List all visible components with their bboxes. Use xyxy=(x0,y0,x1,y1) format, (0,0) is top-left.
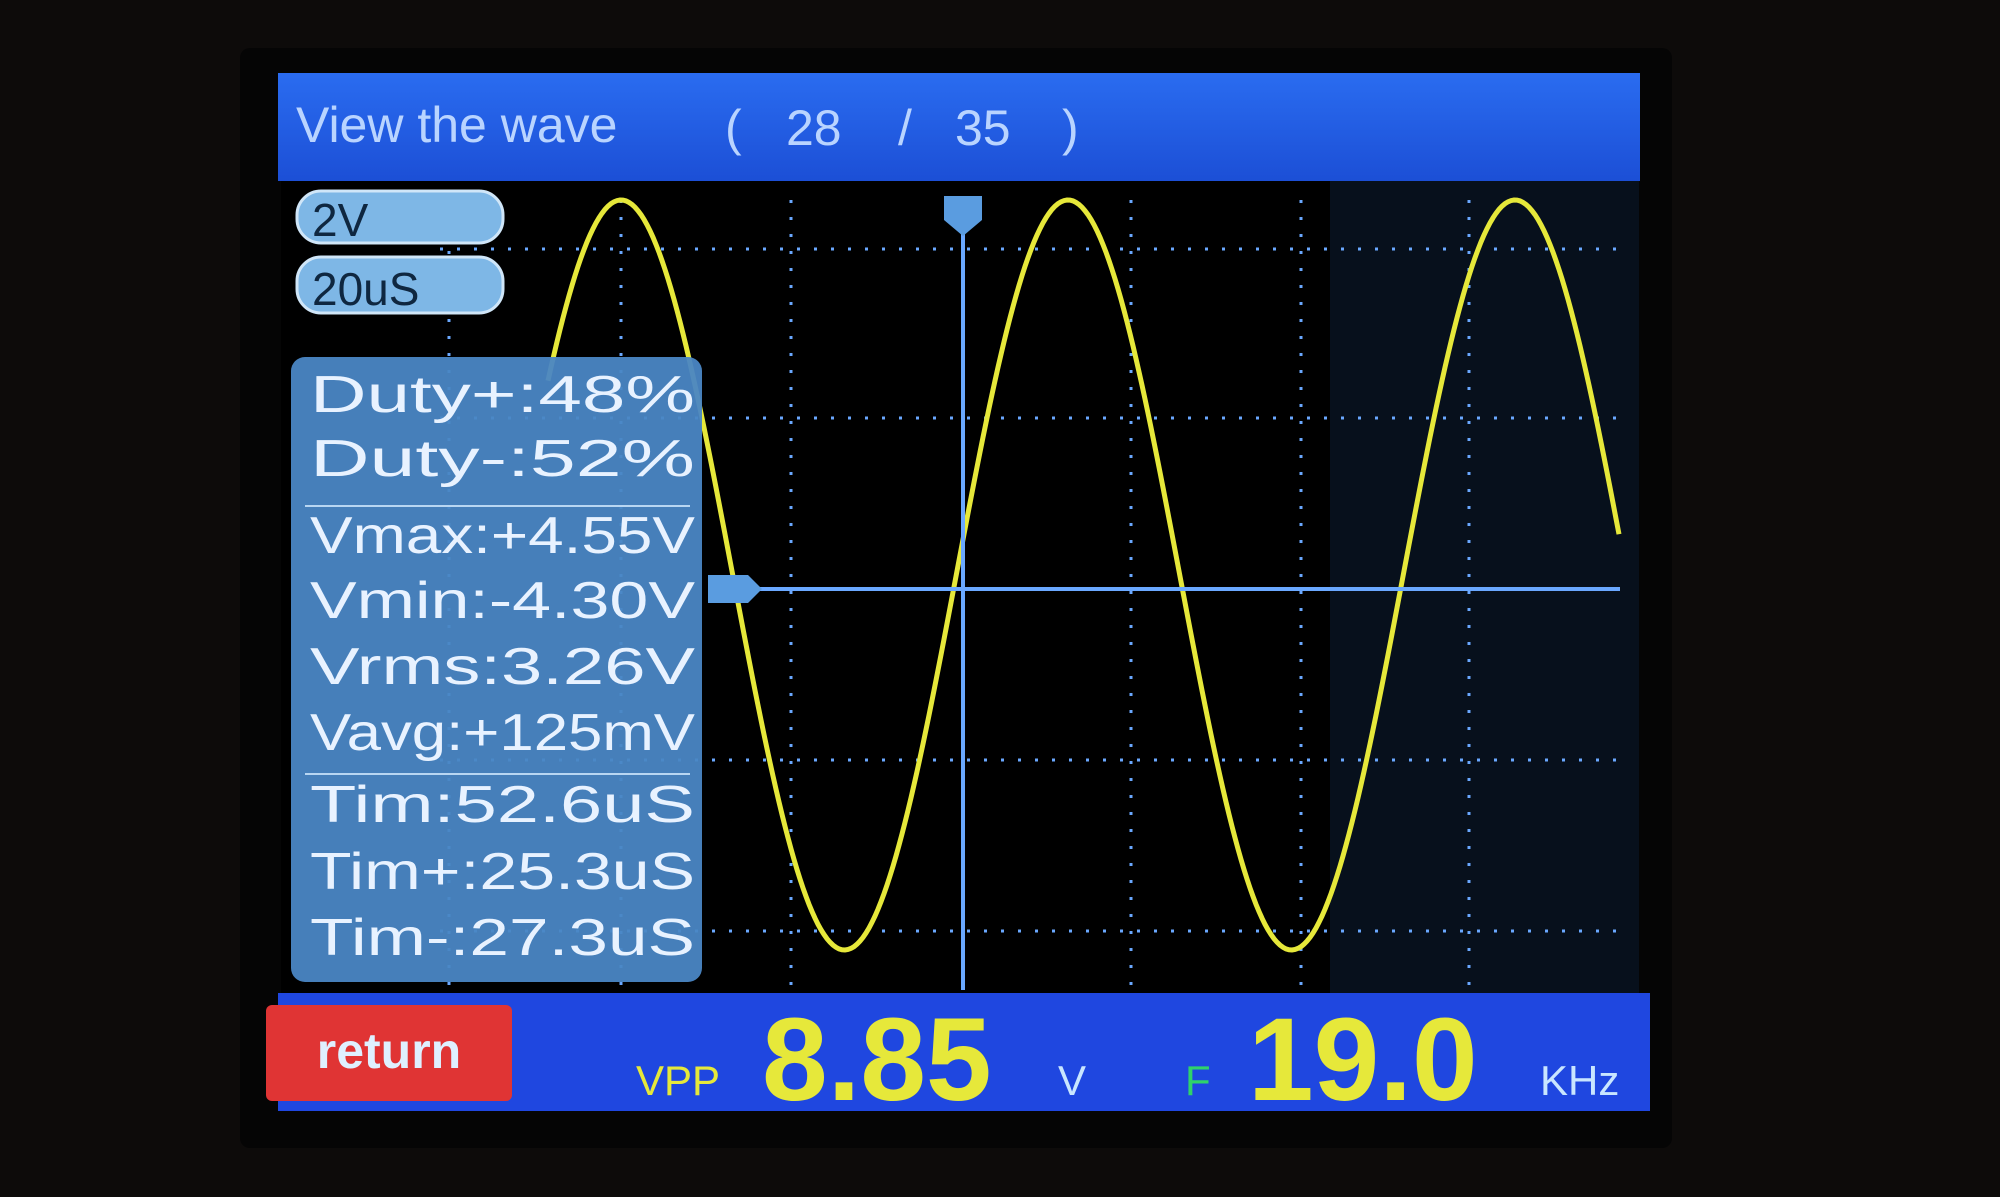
paren-open: ( xyxy=(725,100,742,156)
measurement-duty-minus: Duty-:52% xyxy=(310,430,695,488)
measurement-tim-minus: Tim-:27.3uS xyxy=(310,909,695,967)
measurement-vavg: Vavg:+125mV xyxy=(310,704,695,762)
measurement-vmin: Vmin:-4.30V xyxy=(310,572,695,630)
measurement-duty-plus: Duty+:48% xyxy=(310,366,695,424)
frequency-unit: KHz xyxy=(1540,1057,1619,1104)
vpp-unit: V xyxy=(1058,1057,1086,1104)
time-per-div: 20uS xyxy=(312,263,419,315)
measurement-list: Duty+:48% Duty-:52% Vmax:+4.55V Vmin:-4.30V… xyxy=(310,366,695,967)
page-separator: / xyxy=(898,100,912,156)
measurement-tim: Tim:52.6uS xyxy=(310,776,695,834)
vpp-label: VPP xyxy=(636,1057,720,1104)
vpp-value: 8.85 xyxy=(762,994,992,1126)
return-button[interactable]: return xyxy=(266,1005,512,1101)
page-total: 35 xyxy=(955,100,1011,156)
volts-per-div-badge[interactable] xyxy=(295,189,505,245)
frequency-value: 19.0 xyxy=(1248,994,1478,1126)
volts-per-div: 2V xyxy=(312,194,369,246)
frequency-label: F xyxy=(1185,1057,1211,1104)
trigger-position-marker[interactable] xyxy=(944,196,982,236)
time-per-div-badge[interactable] xyxy=(295,255,505,315)
title-text: View the wave xyxy=(296,97,617,153)
measurement-vrms: Vrms:3.26V xyxy=(310,638,695,696)
paren-close: ) xyxy=(1062,100,1079,156)
return-label: return xyxy=(317,1023,461,1079)
measurement-vmax: Vmax:+4.55V xyxy=(310,507,695,565)
measurement-panel xyxy=(291,357,702,982)
waveform-trace xyxy=(545,197,1622,953)
measurement-tim-plus: Tim+:25.3uS xyxy=(310,843,695,901)
title-bar xyxy=(278,73,1640,181)
page-current: 28 xyxy=(786,100,842,156)
ground-level-marker[interactable] xyxy=(708,575,762,603)
